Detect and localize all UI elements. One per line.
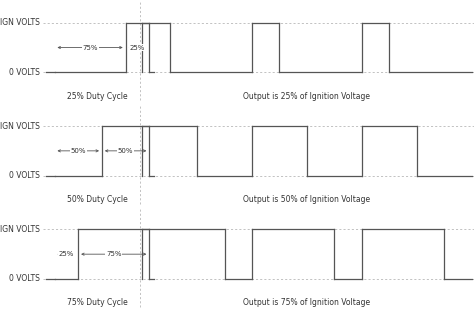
Text: Output is 50% of Ignition Voltage: Output is 50% of Ignition Voltage — [243, 195, 371, 204]
Text: 75%: 75% — [106, 251, 121, 257]
Text: 50%: 50% — [118, 148, 133, 154]
Text: 25%: 25% — [130, 45, 145, 51]
Text: IGN VOLTS: IGN VOLTS — [0, 122, 40, 131]
Text: 25%: 25% — [59, 251, 74, 257]
Text: IGN VOLTS: IGN VOLTS — [0, 225, 40, 234]
Text: 0 VOLTS: 0 VOLTS — [9, 171, 40, 180]
Text: 50%: 50% — [71, 148, 86, 154]
Text: 50% Duty Cycle: 50% Duty Cycle — [67, 195, 128, 204]
Text: Output is 75% of Ignition Voltage: Output is 75% of Ignition Voltage — [243, 298, 371, 307]
Text: 75% Duty Cycle: 75% Duty Cycle — [67, 298, 128, 307]
Text: Output is 25% of Ignition Voltage: Output is 25% of Ignition Voltage — [244, 91, 370, 100]
Text: 0 VOLTS: 0 VOLTS — [9, 68, 40, 77]
Text: IGN VOLTS: IGN VOLTS — [0, 18, 40, 27]
Text: 0 VOLTS: 0 VOLTS — [9, 274, 40, 283]
Text: 25% Duty Cycle: 25% Duty Cycle — [67, 91, 128, 100]
Text: 75%: 75% — [82, 45, 98, 51]
